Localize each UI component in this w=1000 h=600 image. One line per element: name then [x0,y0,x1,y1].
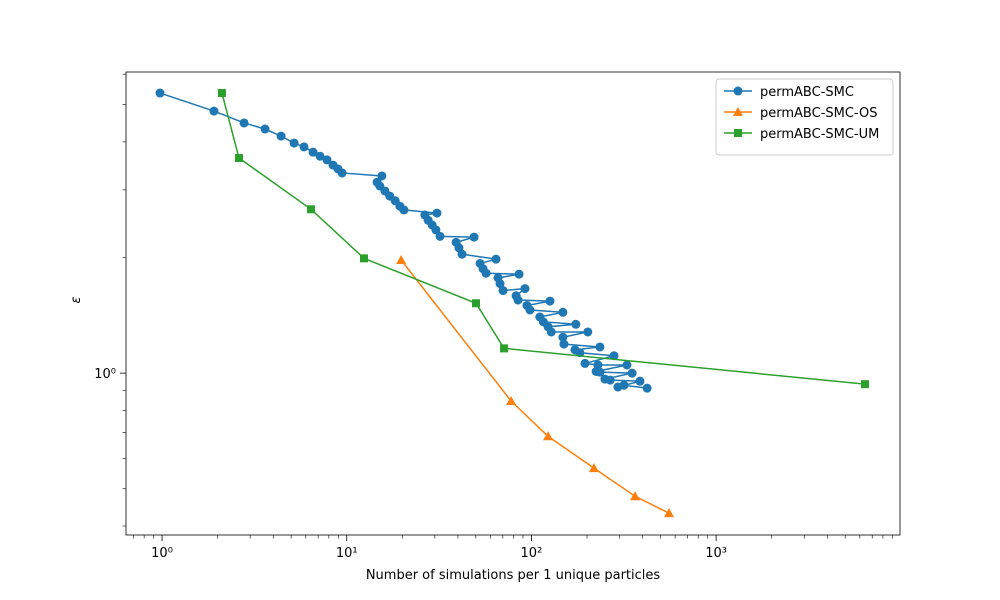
data-point [609,351,619,361]
data-point [481,268,491,278]
data-point [307,205,316,214]
data-point [545,296,555,306]
data-point [469,232,479,242]
data-point [635,376,645,386]
data-point [155,88,165,98]
data-point [605,375,615,385]
legend-marker [733,107,743,116]
legend-label: permABC-SMC-UM [760,127,879,142]
data-point [558,307,568,317]
data-point [520,284,530,294]
data-point [399,205,409,215]
data-point [322,155,332,165]
data-point [495,279,505,289]
y-tick-label: 10⁰ [94,367,116,382]
data-point [498,286,508,296]
data-point [642,383,652,393]
data-point [239,118,249,128]
legend-box [715,78,894,156]
x-tick-label: 10¹ [336,546,358,561]
data-point [471,299,480,308]
plot-frame [125,71,901,536]
x-axis-label: Number of simulations per 1 unique parti… [366,568,661,583]
data-point [289,138,299,148]
x-tick-label: 10² [521,546,543,561]
data-point [276,131,286,141]
data-point [209,106,219,116]
data-point [260,124,270,134]
data-point [580,358,590,368]
data-point [543,431,554,441]
series-line [400,259,670,514]
data-point [619,380,629,390]
data-point [627,368,637,378]
data-point [500,344,509,353]
data-point [432,208,442,218]
data-point [435,231,445,241]
data-point [571,319,581,329]
data-point [664,508,675,518]
data-point [525,305,535,315]
data-point [315,151,325,161]
data-point [377,171,387,181]
data-point [514,269,524,279]
y-axis-label: ε [69,296,84,303]
legend-label: permABC-SMC-OS [760,106,877,121]
data-point [457,249,467,259]
data-point [234,154,243,163]
data-point [299,142,309,152]
data-point [595,367,605,377]
data-point [546,327,556,337]
legend-marker [733,86,743,96]
data-point [588,463,599,473]
legend-marker [734,129,742,137]
data-point [595,342,605,352]
data-point [359,254,368,263]
data-point [513,295,523,305]
data-point [308,147,318,157]
data-point [558,332,568,342]
data-point [491,254,501,264]
data-point [583,327,593,337]
data-point [217,89,226,98]
legend-label: permABC-SMC [760,85,854,100]
data-point [559,339,569,349]
data-point [861,380,870,389]
data-point [622,360,632,370]
data-point [630,491,641,501]
x-tick-label: 10⁰ [151,546,173,561]
data-point [396,255,407,265]
data-point [337,168,347,178]
data-point [506,396,517,406]
data-point [431,225,441,235]
x-tick-label: 10³ [705,546,727,561]
